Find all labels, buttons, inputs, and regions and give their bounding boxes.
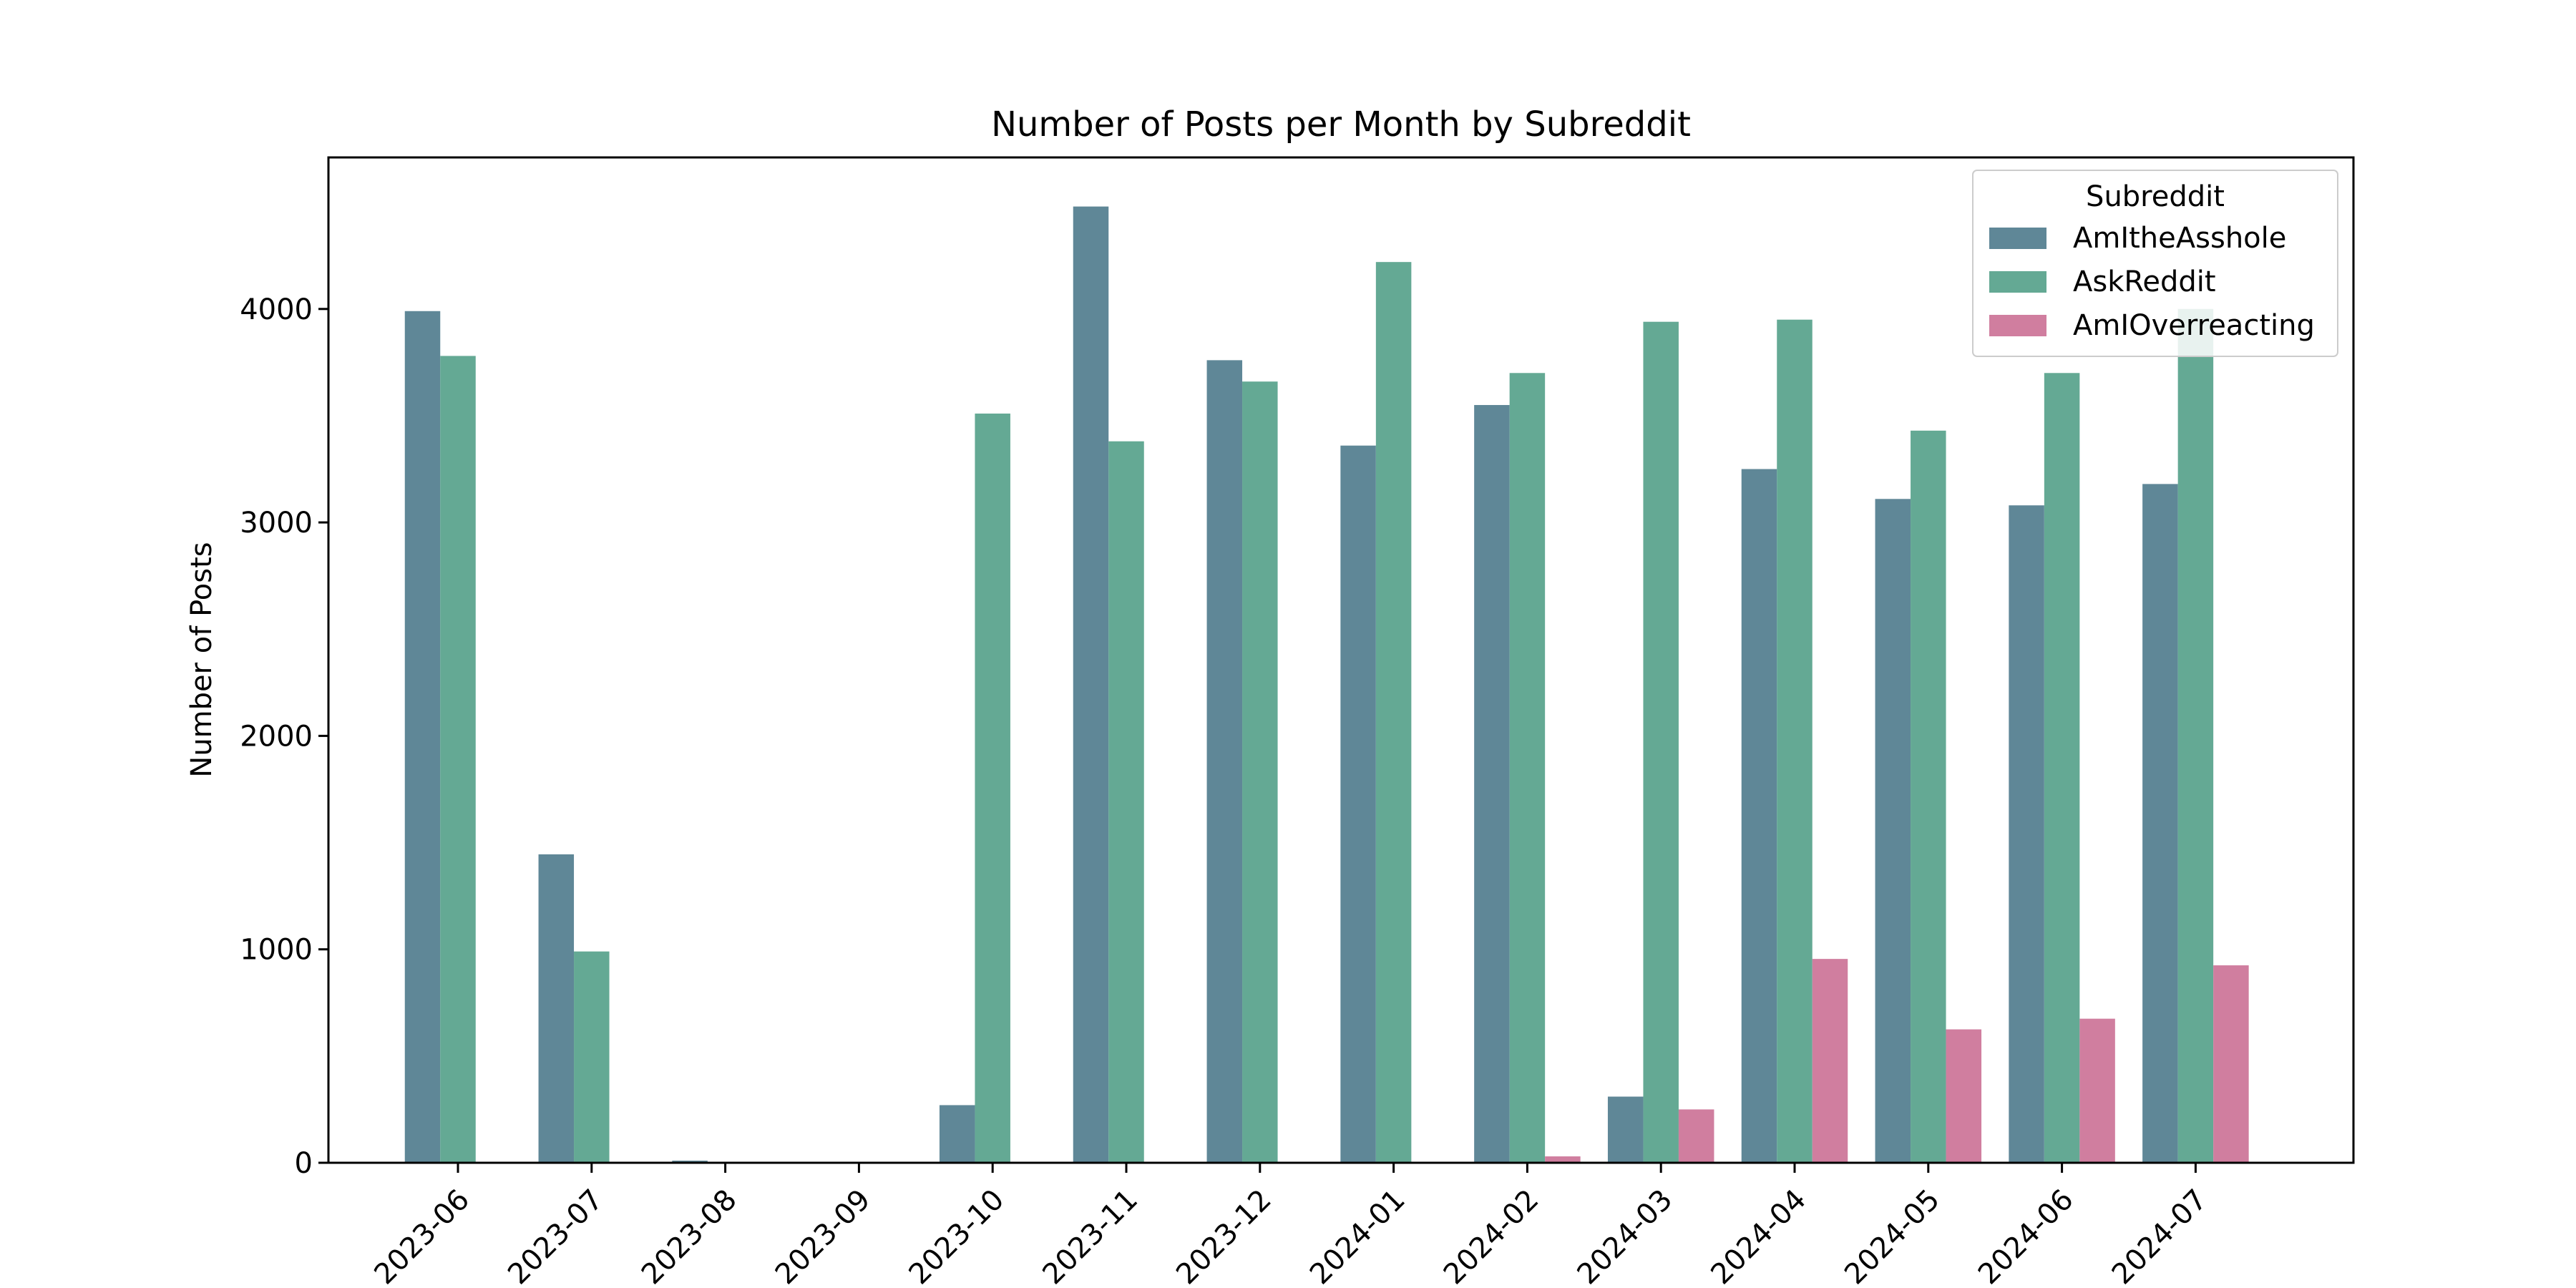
chart-title: Number of Posts per Month by Subreddit xyxy=(991,104,1691,145)
legend-label-AmItheAsshole: AmItheAsshole xyxy=(2073,222,2286,255)
bar-AmItheAsshole-2024-05 xyxy=(1875,499,1911,1163)
legend-swatch-AskReddit xyxy=(1989,271,2046,293)
x-tick-label: 2024-06 xyxy=(1972,1184,2080,1288)
bar-AmItheAsshole-2023-10 xyxy=(939,1105,975,1163)
legend-title: Subreddit xyxy=(2086,180,2225,213)
legend-label-AskReddit: AskReddit xyxy=(2073,265,2216,298)
y-tick-label: 3000 xyxy=(240,507,313,540)
legend-label-AmIOverreacting: AmIOverreacting xyxy=(2073,309,2315,342)
x-tick-label: 2024-05 xyxy=(1838,1184,1946,1288)
bar-AmIOverreacting-2024-06 xyxy=(2079,1018,2115,1163)
bar-AskReddit-2024-07 xyxy=(2177,308,2214,1163)
bar-AskReddit-2023-07 xyxy=(574,951,610,1163)
legend-box xyxy=(1972,170,2338,357)
bar-AmIOverreacting-2024-04 xyxy=(1812,959,1848,1163)
bar-AskReddit-2023-12 xyxy=(1242,381,1278,1163)
x-tick-label: 2023-07 xyxy=(502,1184,610,1288)
bar-AskReddit-2024-01 xyxy=(1375,262,1412,1163)
bar-AmItheAsshole-2024-07 xyxy=(2142,484,2178,1163)
bar-AmIOverreacting-2024-03 xyxy=(1678,1109,1714,1163)
bar-AmItheAsshole-2023-12 xyxy=(1206,360,1243,1163)
bar-AskReddit-2024-04 xyxy=(1777,319,1813,1163)
bar-AskReddit-2024-06 xyxy=(2044,373,2080,1163)
plot-frame xyxy=(327,156,2355,1164)
bar-AmItheAsshole-2023-07 xyxy=(538,854,575,1163)
bar-AskReddit-2024-03 xyxy=(1643,321,1679,1163)
x-tick-label: 2024-02 xyxy=(1438,1184,1546,1288)
bar-AmIOverreacting-2024-05 xyxy=(1946,1029,1982,1163)
bar-AskReddit-2024-02 xyxy=(1509,373,1546,1163)
legend-items: AmItheAsshole AskReddit AmIOverreacting xyxy=(1989,222,2315,342)
y-tick-label: 0 xyxy=(295,1147,313,1180)
x-tick-label: 2023-12 xyxy=(1170,1184,1278,1288)
bar-AmIOverreacting-2024-02 xyxy=(1545,1156,1581,1163)
y-tick-label: 2000 xyxy=(240,720,313,753)
bar-AmItheAsshole-2024-04 xyxy=(1741,469,1777,1163)
x-tick-label: 2024-03 xyxy=(1571,1184,1679,1288)
bar-AmItheAsshole-2024-03 xyxy=(1607,1096,1644,1163)
x-tick-label: 2023-08 xyxy=(635,1184,743,1288)
x-tick-label: 2023-06 xyxy=(368,1184,476,1288)
legend-swatch-AmItheAsshole xyxy=(1989,228,2046,249)
x-tick-label: 2024-07 xyxy=(2106,1184,2214,1288)
bar-AmItheAsshole-2024-02 xyxy=(1474,405,1510,1163)
bar-AmItheAsshole-2023-11 xyxy=(1073,206,1109,1163)
y-axis: 0 1000 2000 3000 4000 xyxy=(240,293,328,1180)
x-tick-label: 2024-01 xyxy=(1304,1184,1412,1288)
legend-swatch-AmIOverreacting xyxy=(1989,315,2046,336)
y-tick-label: 4000 xyxy=(240,293,313,326)
bars-layer xyxy=(404,206,2249,1163)
bar-AskReddit-2023-11 xyxy=(1108,441,1144,1163)
bar-AskReddit-2023-10 xyxy=(975,413,1010,1163)
bar-AmItheAsshole-2024-06 xyxy=(2009,505,2044,1163)
x-tick-label: 2023-10 xyxy=(903,1184,1011,1288)
x-tick-label: 2023-11 xyxy=(1036,1184,1144,1288)
bar-AskReddit-2024-05 xyxy=(1911,430,1946,1163)
y-axis-label: Number of Posts xyxy=(185,542,218,777)
y-tick-label: 1000 xyxy=(240,934,313,967)
x-tick-label: 2024-04 xyxy=(1704,1184,1813,1288)
bar-AmItheAsshole-2024-01 xyxy=(1340,445,1376,1163)
bar-AskReddit-2023-06 xyxy=(440,356,476,1163)
x-tick-label: 2023-09 xyxy=(769,1184,877,1288)
bar-AmItheAsshole-2023-06 xyxy=(404,311,441,1163)
x-axis: 2023-06 2023-07 2023-08 2023-09 2023-10 2023-… xyxy=(368,1163,2213,1288)
legend: Subreddit AmItheAsshole AskReddit AmIOverr… xyxy=(1972,170,2338,357)
bar-AmIOverreacting-2024-07 xyxy=(2213,965,2249,1163)
